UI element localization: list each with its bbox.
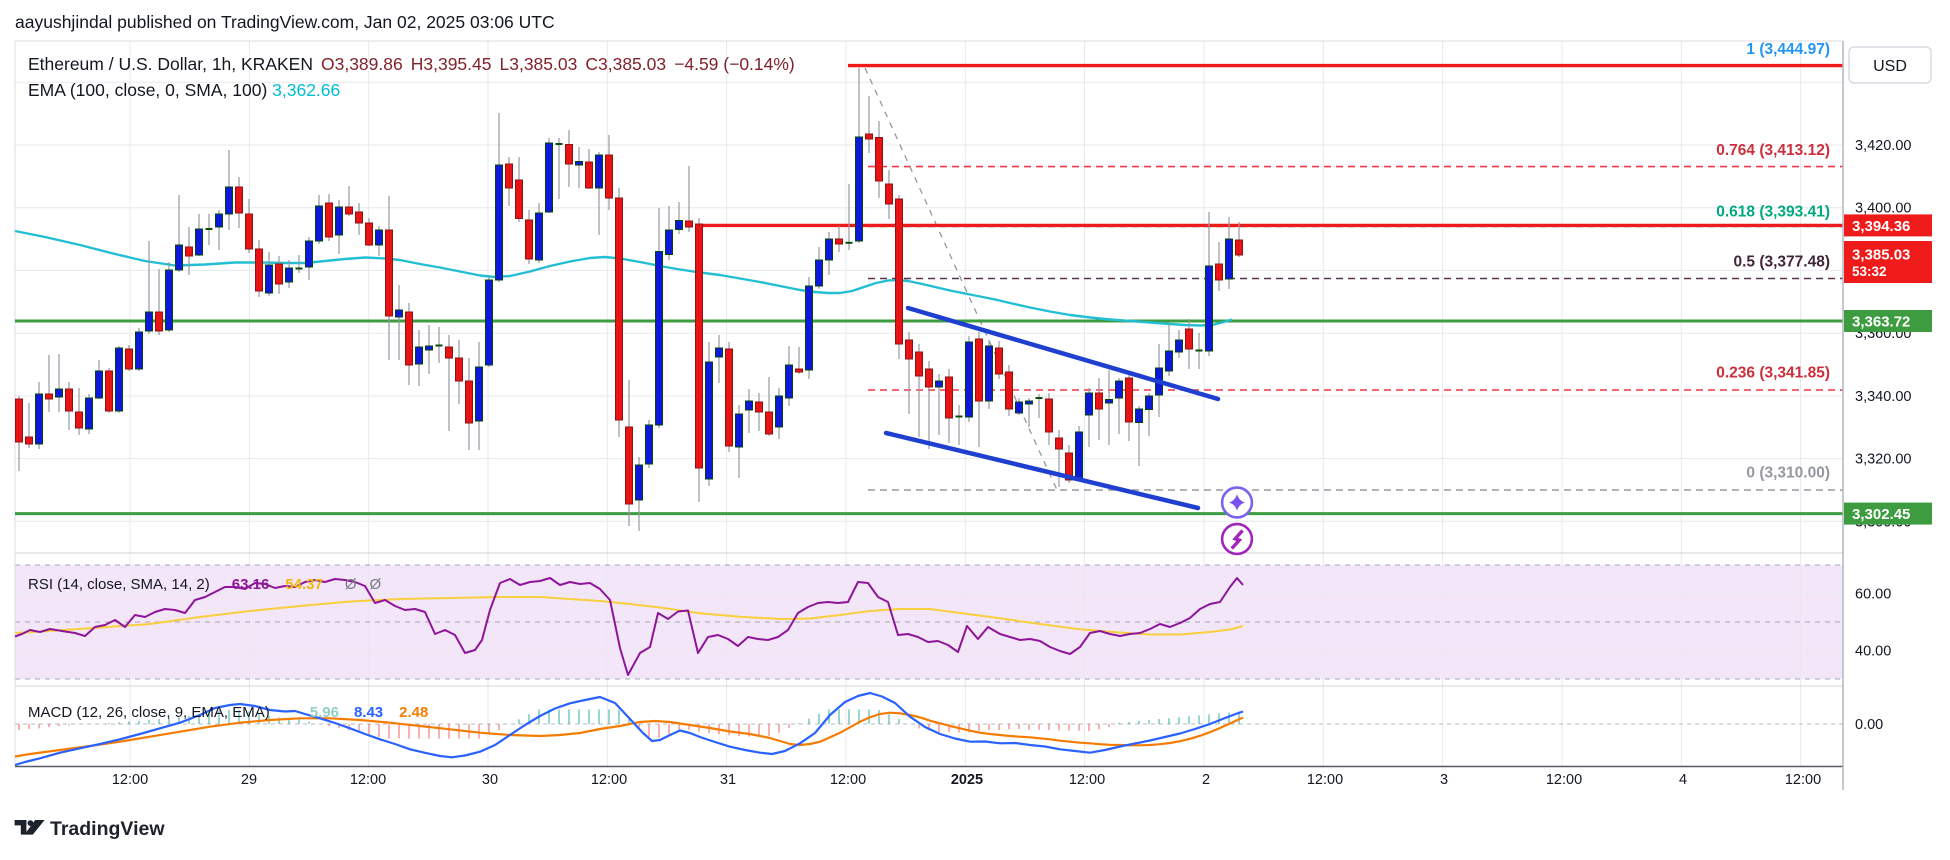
svg-text:USD: USD — [1873, 58, 1907, 75]
svg-text:12:00: 12:00 — [830, 772, 866, 788]
svg-text:4: 4 — [1679, 772, 1687, 788]
svg-text:3,394.36: 3,394.36 — [1852, 218, 1910, 235]
svg-text:12:00: 12:00 — [1785, 772, 1821, 788]
svg-text:3,400.00: 3,400.00 — [1855, 201, 1911, 217]
svg-text:aayushjindal published on Trad: aayushjindal published on TradingView.co… — [15, 12, 555, 32]
svg-text:2: 2 — [1202, 772, 1210, 788]
svg-text:0.236 (3,341.85): 0.236 (3,341.85) — [1716, 365, 1830, 382]
svg-text:40.00: 40.00 — [1855, 644, 1891, 660]
svg-text:3,340.00: 3,340.00 — [1855, 389, 1911, 405]
svg-text:0.5 (3,377.48): 0.5 (3,377.48) — [1733, 254, 1830, 271]
svg-text:31: 31 — [720, 772, 736, 788]
svg-text:12:00: 12:00 — [350, 772, 386, 788]
svg-text:53:32: 53:32 — [1852, 264, 1887, 279]
svg-text:3,302.45: 3,302.45 — [1852, 506, 1910, 523]
svg-text:3,320.00: 3,320.00 — [1855, 452, 1911, 468]
svg-text:12:00: 12:00 — [1546, 772, 1582, 788]
svg-text:0.618 (3,393.41): 0.618 (3,393.41) — [1716, 204, 1830, 221]
svg-text:2025: 2025 — [951, 772, 983, 788]
svg-text:3: 3 — [1440, 772, 1448, 788]
svg-text:30: 30 — [482, 772, 498, 788]
svg-text:0.764 (3,413.12): 0.764 (3,413.12) — [1716, 142, 1830, 159]
svg-text:0.00: 0.00 — [1855, 717, 1883, 733]
svg-text:12:00: 12:00 — [112, 772, 148, 788]
svg-text:3,385.03: 3,385.03 — [1852, 247, 1910, 264]
svg-text:TradingView: TradingView — [50, 818, 165, 840]
svg-text:3,363.72: 3,363.72 — [1852, 314, 1910, 331]
svg-text:60.00: 60.00 — [1855, 587, 1891, 603]
svg-text:12:00: 12:00 — [1307, 772, 1343, 788]
svg-text:RSI (14, close, SMA, 14, 2)63.: RSI (14, close, SMA, 14, 2) 63.16 54.37 Ø Ø — [28, 576, 382, 593]
svg-text:12:00: 12:00 — [591, 772, 627, 788]
svg-text:MACD (12, 26, close, 9, EMA, E: MACD (12, 26, close, 9, EMA, EMA) 5.96 8.4… — [28, 704, 428, 721]
svg-text:12:00: 12:00 — [1069, 772, 1105, 788]
svg-text:1 (3,444.97): 1 (3,444.97) — [1746, 41, 1830, 58]
svg-text:3,420.00: 3,420.00 — [1855, 138, 1911, 154]
svg-text:0 (3,310.00): 0 (3,310.00) — [1746, 465, 1830, 482]
svg-text:Ethereum / U.S. Dollar, 1h, KR: Ethereum / U.S. Dollar, 1h, KRAKEN O3,389… — [28, 54, 795, 74]
svg-text:29: 29 — [241, 772, 257, 788]
svg-text:EMA (100, close, 0, SMA, 100): EMA (100, close, 0, SMA, 100) 3,362.66 — [28, 80, 340, 100]
